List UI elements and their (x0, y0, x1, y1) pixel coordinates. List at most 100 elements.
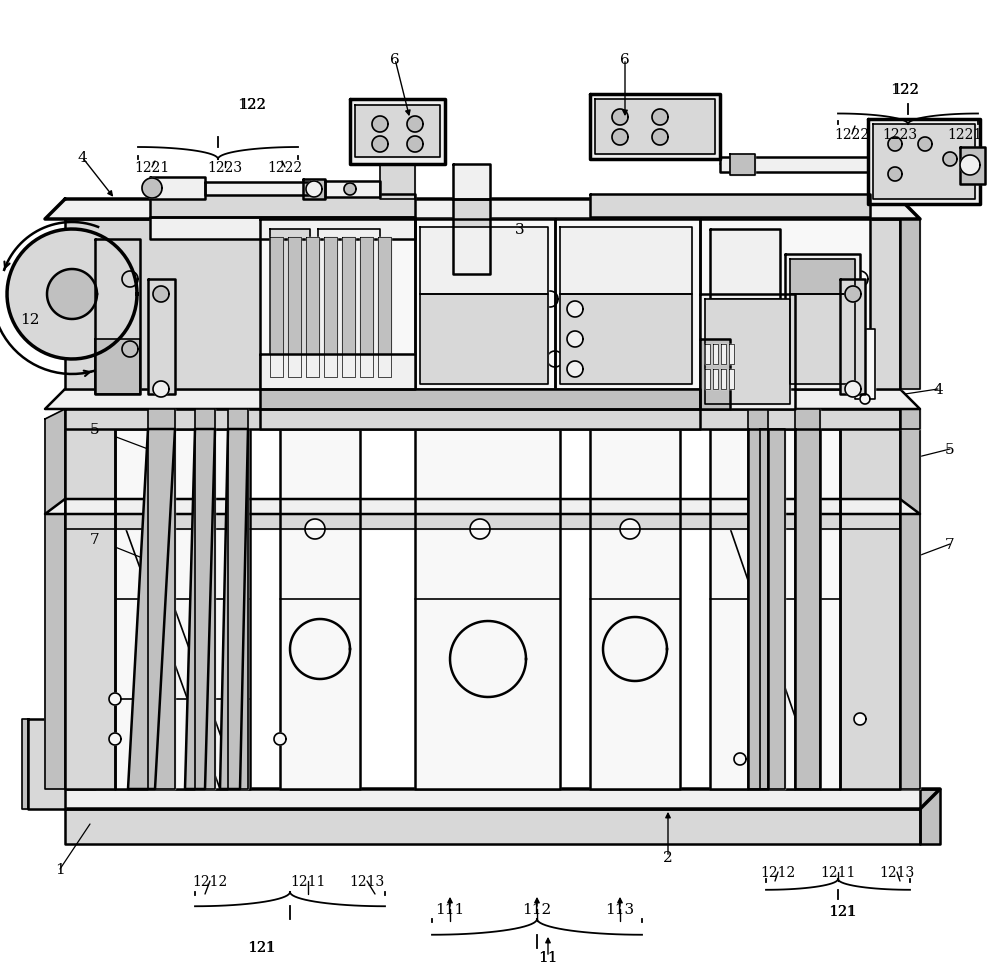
Text: 122: 122 (237, 98, 267, 111)
Polygon shape (407, 117, 423, 133)
Text: 122: 122 (239, 98, 265, 111)
Polygon shape (760, 429, 785, 789)
Polygon shape (590, 429, 680, 789)
Polygon shape (705, 370, 710, 389)
Text: 6: 6 (620, 53, 630, 67)
Polygon shape (860, 394, 870, 405)
Polygon shape (420, 228, 548, 294)
Polygon shape (918, 138, 932, 152)
Polygon shape (560, 294, 692, 384)
Polygon shape (542, 291, 558, 308)
Text: 121: 121 (828, 904, 858, 918)
Polygon shape (720, 157, 868, 173)
Polygon shape (150, 195, 415, 218)
Polygon shape (603, 617, 667, 682)
Polygon shape (900, 220, 920, 389)
Polygon shape (710, 429, 840, 789)
Polygon shape (729, 370, 734, 389)
Polygon shape (65, 410, 115, 789)
Text: 11: 11 (538, 950, 558, 964)
Polygon shape (325, 182, 380, 198)
Polygon shape (730, 155, 755, 176)
Text: 1223: 1223 (207, 160, 243, 175)
Polygon shape (855, 330, 875, 400)
Polygon shape (45, 200, 920, 220)
Polygon shape (700, 339, 730, 410)
Polygon shape (122, 272, 138, 288)
Polygon shape (109, 693, 121, 705)
Polygon shape (148, 280, 175, 394)
Polygon shape (713, 370, 718, 389)
Text: 1213: 1213 (349, 874, 385, 888)
Polygon shape (344, 184, 356, 196)
Polygon shape (795, 410, 820, 789)
Polygon shape (710, 230, 780, 299)
Polygon shape (415, 429, 560, 789)
Polygon shape (567, 301, 583, 318)
Polygon shape (900, 410, 920, 789)
Polygon shape (324, 238, 337, 378)
Polygon shape (453, 165, 490, 200)
Text: 5: 5 (90, 422, 100, 436)
Polygon shape (734, 753, 746, 765)
Polygon shape (153, 287, 169, 302)
Polygon shape (748, 410, 768, 789)
Text: 122: 122 (890, 83, 920, 97)
Polygon shape (274, 734, 286, 745)
Polygon shape (721, 344, 726, 365)
Text: 6: 6 (390, 53, 400, 67)
Polygon shape (560, 228, 692, 294)
Polygon shape (620, 519, 640, 540)
Polygon shape (845, 287, 861, 302)
Polygon shape (260, 410, 700, 429)
Polygon shape (840, 410, 900, 789)
Text: 1222: 1222 (267, 160, 303, 175)
Polygon shape (378, 238, 391, 378)
Polygon shape (205, 183, 310, 196)
Polygon shape (900, 410, 920, 429)
Polygon shape (45, 410, 65, 789)
Polygon shape (148, 410, 175, 789)
Polygon shape (65, 809, 920, 844)
Polygon shape (260, 389, 700, 410)
Text: 7: 7 (90, 532, 100, 547)
Polygon shape (228, 410, 248, 789)
Polygon shape (595, 100, 715, 155)
Polygon shape (185, 429, 215, 789)
Polygon shape (115, 429, 250, 789)
Polygon shape (453, 200, 490, 275)
Polygon shape (790, 260, 855, 294)
Polygon shape (567, 332, 583, 347)
Polygon shape (65, 410, 900, 429)
Polygon shape (195, 410, 215, 789)
Polygon shape (290, 619, 350, 680)
Polygon shape (710, 299, 780, 389)
Polygon shape (873, 125, 975, 200)
Text: 121: 121 (247, 940, 277, 954)
Text: 1222: 1222 (834, 128, 870, 142)
Polygon shape (380, 165, 415, 200)
Polygon shape (153, 381, 169, 398)
Polygon shape (854, 713, 866, 726)
Polygon shape (790, 294, 855, 384)
Text: 1221: 1221 (947, 128, 983, 142)
Polygon shape (372, 117, 388, 133)
Polygon shape (45, 500, 920, 514)
Polygon shape (450, 621, 526, 697)
Polygon shape (888, 138, 902, 152)
Text: 122: 122 (892, 83, 918, 97)
Polygon shape (95, 240, 140, 394)
Polygon shape (920, 789, 940, 844)
Polygon shape (567, 362, 583, 378)
Text: 3: 3 (515, 223, 525, 237)
Polygon shape (721, 370, 726, 389)
Text: 7: 7 (945, 538, 955, 552)
Text: 1223: 1223 (882, 128, 918, 142)
Polygon shape (612, 110, 628, 126)
Text: 111: 111 (435, 902, 465, 916)
Polygon shape (555, 220, 700, 389)
Text: 1212: 1212 (192, 874, 228, 888)
Polygon shape (47, 270, 97, 320)
Polygon shape (65, 220, 900, 389)
Polygon shape (306, 238, 319, 378)
